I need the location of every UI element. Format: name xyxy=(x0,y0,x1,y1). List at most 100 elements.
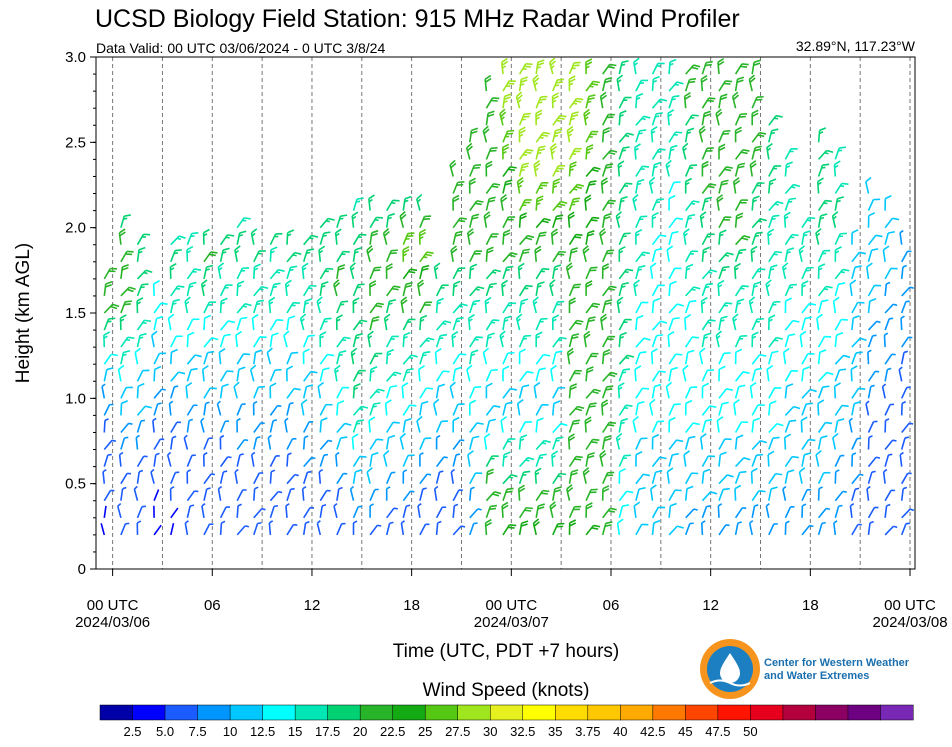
wind-barb xyxy=(120,300,132,314)
wind-barb xyxy=(718,229,727,245)
wind-barb xyxy=(718,451,727,467)
wind-barb xyxy=(834,268,850,280)
wind-barb xyxy=(749,160,757,177)
wind-barb xyxy=(601,485,610,501)
wind-barb xyxy=(552,386,566,399)
wind-barb xyxy=(751,109,759,126)
wind-barb xyxy=(668,131,683,143)
wind-barb xyxy=(568,405,585,416)
wind-barb xyxy=(585,230,595,245)
wind-barb xyxy=(167,313,175,331)
wind-barb xyxy=(518,199,532,211)
wind-barb xyxy=(552,250,566,263)
wind-barb xyxy=(668,58,677,75)
wind-barb xyxy=(433,262,441,280)
wind-barb xyxy=(585,216,600,229)
wind-barb xyxy=(518,76,528,92)
wind-barb xyxy=(535,453,547,467)
wind-barb xyxy=(685,114,699,126)
wind-barb xyxy=(268,296,276,314)
colorbar-swatch xyxy=(620,704,654,721)
wind-barb xyxy=(668,230,679,245)
wind-barb xyxy=(650,126,658,143)
wind-barb xyxy=(402,281,413,297)
wind-barb xyxy=(518,126,526,143)
wind-barb xyxy=(518,348,526,365)
wind-barb xyxy=(518,248,531,263)
colorbar-label: 10 xyxy=(223,724,237,739)
wind-barb xyxy=(865,176,872,194)
wind-barb xyxy=(170,507,179,519)
wind-barb xyxy=(817,471,831,485)
wind-barb xyxy=(502,387,517,399)
logo-text-line2: and Water Extremes xyxy=(764,670,869,682)
wind-barb xyxy=(434,348,442,365)
wind-barb xyxy=(302,298,312,314)
wind-barb xyxy=(618,331,627,348)
wind-barb xyxy=(467,313,475,331)
wind-barb xyxy=(899,451,904,467)
wind-barb xyxy=(136,520,142,535)
wind-barb xyxy=(535,131,551,143)
wind-barb xyxy=(568,247,579,262)
colorbar-swatch xyxy=(327,704,361,721)
wind-barb xyxy=(666,467,674,484)
wind-barb xyxy=(335,451,340,467)
colorbar-swatch xyxy=(587,704,621,721)
wind-barb xyxy=(618,195,628,211)
wind-barb xyxy=(219,434,225,450)
wind-barb xyxy=(319,453,329,467)
wind-barb xyxy=(219,470,228,484)
wind-barb xyxy=(184,296,191,314)
wind-barb xyxy=(867,456,881,468)
wind-barb xyxy=(518,298,529,314)
wind-barb xyxy=(352,383,361,399)
wind-barb xyxy=(435,420,449,433)
wind-barb xyxy=(701,369,715,382)
wind-barb xyxy=(535,404,549,416)
wind-barb xyxy=(535,217,551,229)
wind-barb xyxy=(834,490,847,502)
wind-barb xyxy=(186,331,195,348)
wind-barb xyxy=(582,245,590,262)
wind-barb xyxy=(350,347,358,365)
wind-barb xyxy=(253,285,269,297)
wind-barb xyxy=(336,336,351,348)
wind-barb xyxy=(469,250,482,263)
wind-barb xyxy=(236,316,248,331)
wind-barb xyxy=(618,110,627,126)
wind-barb xyxy=(900,386,911,399)
wind-barb xyxy=(668,452,679,467)
wind-barb xyxy=(319,267,334,280)
wind-barb xyxy=(452,503,459,518)
wind-barbs xyxy=(100,57,915,536)
wind-barb xyxy=(203,473,216,485)
wind-barb xyxy=(385,249,398,263)
colorbar-label: 17.5 xyxy=(315,724,340,739)
wind-barb xyxy=(118,228,126,245)
wind-barb xyxy=(734,162,746,177)
colorbar-label: 7.5 xyxy=(189,724,207,739)
wind-barb xyxy=(585,316,596,331)
wind-barb xyxy=(219,333,231,348)
wind-barb xyxy=(499,108,507,126)
wind-barb xyxy=(352,197,364,211)
wind-barb xyxy=(668,403,681,416)
wind-barb xyxy=(200,417,205,433)
wind-barb xyxy=(668,353,683,365)
wind-barb xyxy=(319,217,335,229)
wind-barb xyxy=(700,296,708,314)
colorbar-swatch xyxy=(262,704,296,721)
wind-barb xyxy=(469,213,480,228)
wind-barb xyxy=(635,450,643,467)
wind-barb xyxy=(751,182,765,194)
wind-barb xyxy=(801,503,807,518)
wind-barb xyxy=(153,402,162,416)
wind-barb xyxy=(535,182,549,194)
wind-barb xyxy=(552,400,561,416)
wind-barb xyxy=(568,333,580,348)
wind-barb xyxy=(319,503,327,518)
wind-barb xyxy=(685,336,699,348)
wind-barb xyxy=(435,383,446,399)
wind-barb xyxy=(585,58,593,75)
